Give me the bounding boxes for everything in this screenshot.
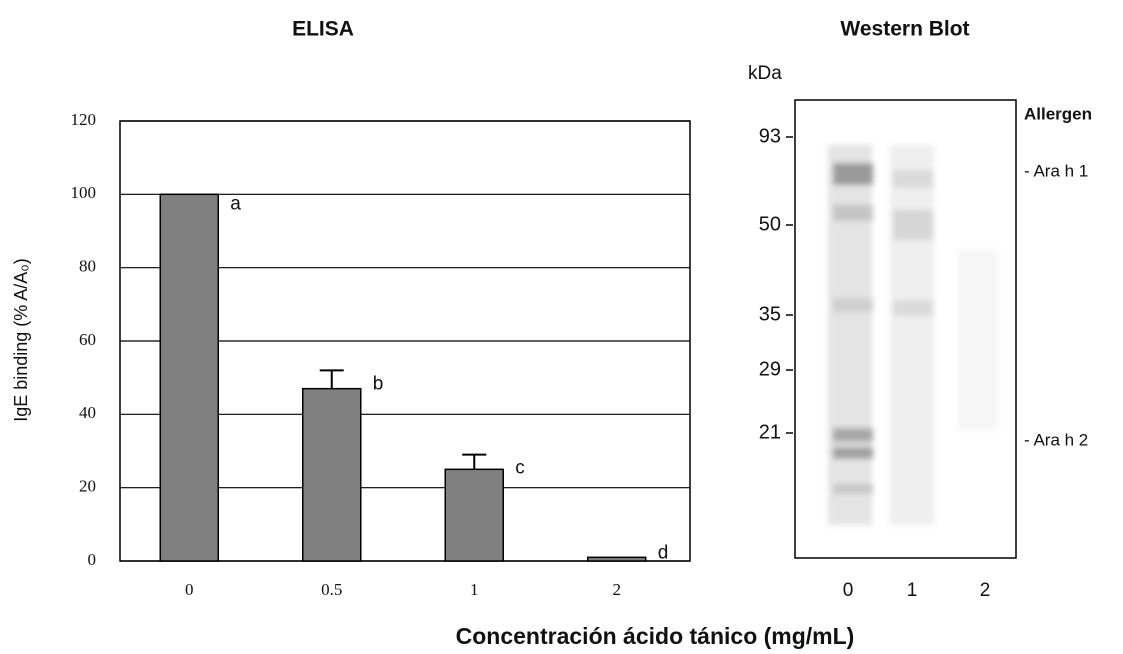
y-tick-label: 60 (79, 330, 96, 349)
y-tick-label: 100 (71, 183, 97, 202)
bar (160, 194, 218, 561)
y-tick-label: 80 (79, 257, 96, 276)
annotation: d (658, 542, 669, 563)
annotation: b (373, 373, 384, 394)
band (893, 210, 933, 240)
y-tick-label: 0 (88, 550, 97, 569)
annotation: - Ara h 2 (1024, 430, 1088, 449)
chart-title: Western Blot (840, 18, 969, 41)
x-tick-label: 2 (613, 580, 622, 599)
y-axis-label: kDa (748, 63, 782, 84)
band (833, 428, 873, 442)
blot-lanes (828, 145, 998, 525)
bar (445, 469, 503, 561)
y-tick-label: 20 (79, 477, 96, 496)
bar (588, 557, 646, 561)
x-tick-label: 0 (185, 580, 194, 599)
legend-title: Allergen (1024, 104, 1092, 123)
band (833, 484, 873, 494)
band (893, 300, 933, 316)
band (893, 170, 933, 188)
marker-label: 93 (759, 125, 781, 147)
annotation: a (230, 193, 241, 214)
x-tick-label: 0.5 (321, 580, 342, 599)
x-tick-label: 1 (907, 580, 918, 601)
x-axis-label: Concentración ácido tánico (mg/mL) (456, 623, 855, 649)
chart-title: ELISA (292, 18, 354, 41)
marker-label: 35 (759, 303, 781, 325)
band (833, 205, 873, 221)
annotation: - Ara h 1 (1024, 161, 1088, 180)
x-tick-label: 0 (843, 580, 854, 601)
marker-label: 50 (759, 213, 781, 235)
marker-label: 29 (759, 358, 781, 380)
error-bar (320, 370, 344, 388)
x-tick-label: 1 (470, 580, 479, 599)
lane-smear (958, 250, 998, 430)
marker-label: 21 (759, 421, 781, 443)
y-tick-label: 40 (79, 403, 96, 422)
band (833, 447, 873, 459)
x-tick-label: 2 (980, 580, 991, 601)
bar (303, 389, 361, 561)
figure: ELISA Western Blot IgE binding (% A/A₀) … (0, 0, 1123, 654)
band (833, 163, 873, 185)
error-bar (462, 455, 486, 470)
y-tick-label: 120 (71, 110, 97, 129)
annotation: c (515, 458, 525, 479)
band (833, 298, 873, 312)
lane-smear (828, 145, 872, 525)
y-axis-label: IgE binding (% A/A₀) (11, 258, 31, 422)
lane-smear (890, 145, 934, 525)
